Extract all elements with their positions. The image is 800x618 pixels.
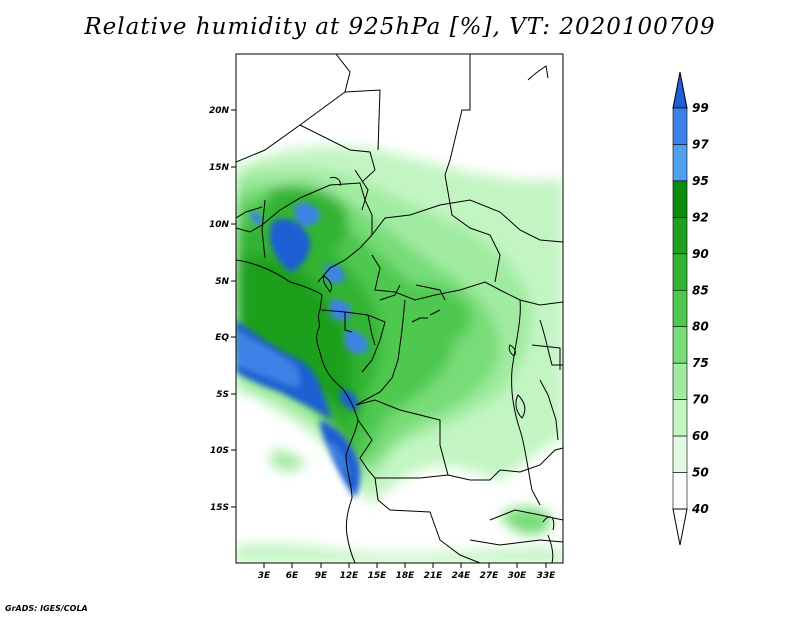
lon-label: 21E (424, 571, 444, 581)
colorbar-label: 75 (692, 356, 709, 370)
colorbar-label: 92 (692, 210, 709, 224)
colorbar-segment (672, 253, 688, 291)
lon-label: 6E (286, 571, 299, 581)
lat-label: 20N (209, 106, 230, 116)
lat-ticks (231, 109, 236, 508)
colorbar-segment (672, 472, 688, 510)
map-frame (235, 53, 564, 564)
lat-label: EQ (215, 333, 229, 343)
colorbar-bottom-arrow (672, 508, 688, 546)
colorbar-segment (672, 180, 688, 218)
colorbar: 99 97 95 92 90 85 80 75 70 60 50 40 (672, 71, 709, 546)
lon-ticks (263, 563, 547, 568)
lon-label: 15E (368, 571, 388, 581)
chart-title: Relative humidity at 925hPa [%], VT: 202… (84, 14, 716, 40)
humidity-field (236, 54, 563, 563)
lon-label: 30E (508, 571, 528, 581)
colorbar-segment (672, 435, 688, 473)
lat-label: 5S (216, 390, 229, 400)
colorbar-label: 40 (691, 502, 709, 516)
colorbar-segment (672, 399, 688, 437)
colorbar-label: 95 (692, 174, 709, 188)
lat-label: 15N (209, 163, 230, 173)
lon-label: 24E (452, 571, 472, 581)
lon-labels: 3E 6E 9E 12E 15E 18E 21E 24E 27E 30E 33E (258, 571, 556, 581)
lat-labels: 20N 15N 10N 5N EQ 5S 10S 15S (209, 106, 230, 513)
colorbar-label: 99 (692, 101, 709, 115)
lon-label: 3E (258, 571, 271, 581)
lat-label: 15S (210, 503, 229, 513)
colorbar-label: 97 (692, 137, 709, 151)
lon-label: 18E (396, 571, 416, 581)
colorbar-label: 90 (692, 247, 709, 261)
colorbar-label: 60 (692, 429, 709, 443)
colorbar-label: 50 (692, 466, 709, 480)
lat-label: 5N (215, 277, 229, 287)
colorbar-label: 80 (692, 320, 709, 334)
lon-label: 27E (480, 571, 500, 581)
lat-label: 10S (210, 446, 229, 456)
colorbar-segment (672, 217, 688, 255)
colorbar-segment (672, 326, 688, 364)
colorbar-label: 70 (692, 393, 709, 407)
lon-label: 33E (537, 571, 557, 581)
colorbar-segment (672, 107, 688, 145)
lon-label: 9E (315, 571, 328, 581)
lat-label: 10N (209, 220, 230, 230)
lon-label: 12E (340, 571, 360, 581)
colorbar-segment (672, 289, 688, 328)
colorbar-segment (672, 144, 688, 182)
grads-credit: GrADS: IGES/COLA (5, 604, 88, 613)
colorbar-segment (672, 362, 688, 400)
colorbar-top-arrow (672, 71, 688, 109)
colorbar-label: 85 (692, 283, 709, 297)
country-borders (236, 54, 563, 563)
